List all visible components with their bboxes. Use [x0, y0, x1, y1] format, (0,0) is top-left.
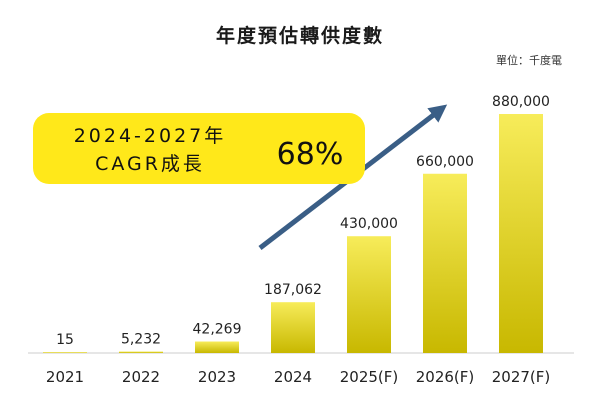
bar-2026(F)	[423, 173, 467, 353]
cagr-value: 68%	[277, 137, 344, 172]
x-tick-label-2025(F): 2025(F)	[340, 368, 399, 386]
bar-2024	[271, 302, 315, 353]
data-labels-group: 15 5,232 42,269 187,062 430,000 660,000 880,00…	[56, 94, 550, 348]
bar-2025(F)	[347, 236, 391, 353]
chart-title: 年度預估轉供度數	[216, 24, 384, 47]
cagr-period-label: 2024-2027年	[74, 125, 227, 147]
cagr-callout: 2024-2027年 CAGR成長 68%	[33, 113, 365, 184]
x-tick-label-2027(F): 2027(F)	[492, 368, 551, 386]
data-label-2025(F): 430,000	[340, 216, 398, 232]
data-label-2021: 15	[56, 332, 74, 348]
data-label-2027(F): 880,000	[492, 94, 550, 110]
cagr-growth-label: CAGR成長	[95, 153, 205, 175]
data-label-2022: 5,232	[121, 332, 161, 348]
x-tick-labels-group: 2021 2022 2023 2024 2025(F) 2026(F) 2027(F)	[46, 368, 550, 386]
bars-group	[43, 114, 543, 353]
bar-2021	[43, 352, 87, 353]
unit-label: 單位：千度電	[496, 53, 562, 67]
bar-2023	[195, 341, 239, 353]
bar-2022	[119, 351, 163, 353]
bar-2027(F)	[499, 114, 543, 353]
data-label-2023: 42,269	[193, 322, 242, 338]
cagr-callout-box	[33, 113, 365, 184]
x-tick-label-2026(F): 2026(F)	[416, 368, 475, 386]
x-tick-label-2024: 2024	[274, 368, 312, 386]
x-tick-label-2022: 2022	[122, 368, 160, 386]
data-label-2026(F): 660,000	[416, 154, 474, 170]
x-tick-label-2021: 2021	[46, 368, 84, 386]
data-label-2024: 187,062	[264, 282, 322, 298]
x-tick-label-2023: 2023	[198, 368, 236, 386]
